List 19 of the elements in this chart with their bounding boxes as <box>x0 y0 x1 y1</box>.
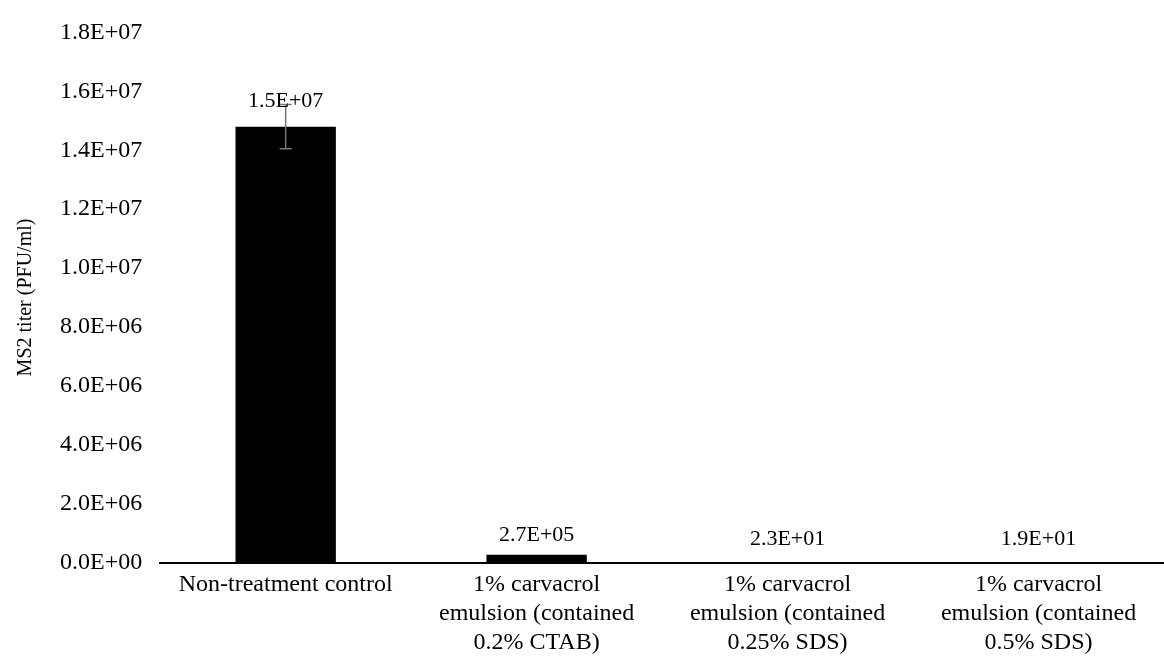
x-tick-label: 1% carvacrol emulsion (contained 0.25% SDS) <box>689 570 886 654</box>
x-tick-label: 1% carvacrol emulsion (contained 0.2% CTAB) <box>438 570 635 654</box>
y-axis-title: MS2 titer (PFU/ml) <box>13 218 37 377</box>
data-label: 1.5E+07 <box>247 87 324 113</box>
data-label: 1.9E+01 <box>1000 525 1077 551</box>
x-tick-label: Non-treatment control <box>178 570 393 597</box>
y-tick-label: 0.0E+00 <box>59 547 143 574</box>
x-tick-label: 1% carvacrol emulsion (contained 0.5% SDS) <box>940 570 1137 654</box>
y-tick-label: 4.0E+06 <box>59 430 143 457</box>
y-tick-label: 6.0E+06 <box>59 371 143 398</box>
y-tick-label: 1.2E+07 <box>59 194 143 221</box>
data-label: 2.3E+01 <box>749 525 826 551</box>
y-tick-label: 1.8E+07 <box>59 17 143 44</box>
y-tick-label: 1.0E+07 <box>59 253 143 280</box>
y-tick-label: 2.0E+06 <box>59 488 143 515</box>
y-tick-label: 1.4E+07 <box>59 135 143 162</box>
data-label: 2.7E+05 <box>498 521 575 547</box>
y-tick-label: 8.0E+06 <box>59 312 143 339</box>
y-tick-label: 1.6E+07 <box>59 76 143 103</box>
